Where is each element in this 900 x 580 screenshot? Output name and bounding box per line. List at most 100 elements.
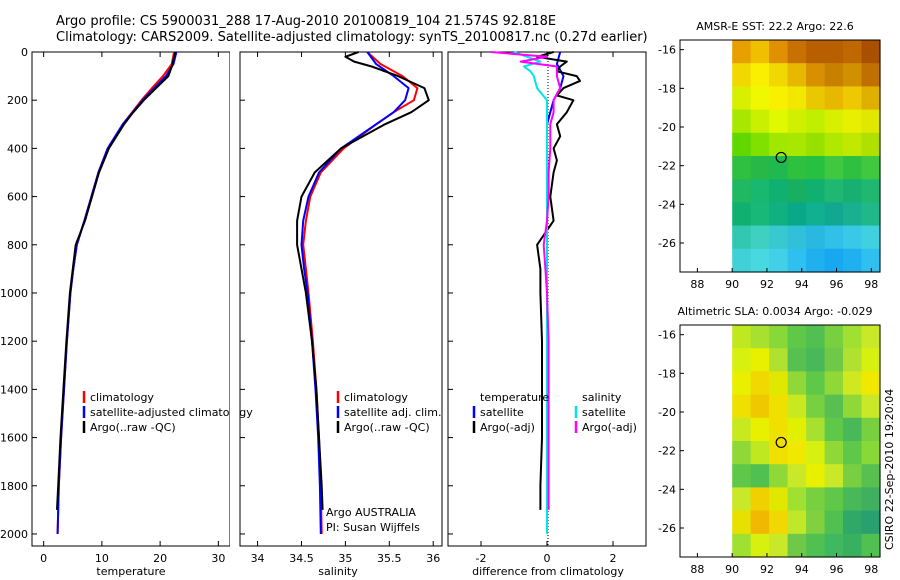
heatmap-cell xyxy=(787,371,807,396)
sla-argo-marker xyxy=(775,436,787,449)
temperature-panel: 0 200 400 600 800 1000 1200 1400 1600 1800 2000 0 1… xyxy=(0,46,253,578)
heatmap-cell xyxy=(806,40,826,64)
heatmap-cell xyxy=(843,394,863,419)
series-line-salinity-argo-adj- xyxy=(490,51,562,510)
heatmap-cell xyxy=(843,533,863,558)
salinity-xlabel: salinity xyxy=(318,565,358,578)
heatmap-cell xyxy=(806,248,826,273)
salinity-lines xyxy=(296,51,430,535)
heatmap-cell xyxy=(732,325,752,349)
y-tick-label: 400 xyxy=(7,142,28,155)
heatmap-cell xyxy=(769,394,789,419)
sst-argo-marker xyxy=(775,151,787,164)
heatmap-cell xyxy=(787,109,807,134)
heatmap-cell xyxy=(769,487,789,512)
x-tick-label: 30 xyxy=(211,552,225,565)
heatmap-cell xyxy=(787,487,807,512)
heatmap-cell xyxy=(787,510,807,535)
heatmap-cell xyxy=(750,179,770,203)
heatmap-cell xyxy=(787,394,807,419)
y-tick-label: -16 xyxy=(658,44,676,57)
heatmap-cell xyxy=(787,348,807,372)
x-tick-label: 90 xyxy=(725,563,739,576)
y-tick-label: -22 xyxy=(658,445,676,458)
heatmap-cell xyxy=(824,510,844,535)
heatmap-cell xyxy=(806,225,826,250)
heatmap-cell xyxy=(824,86,844,111)
heatmap-cell xyxy=(787,40,807,64)
heatmap-cell xyxy=(843,156,863,180)
heatmap-cell xyxy=(806,109,826,134)
heatmap-cell xyxy=(843,417,863,442)
y-tick-label: 600 xyxy=(7,191,28,204)
heatmap-cell xyxy=(732,487,752,512)
sla-map-y-ticks: -16 -18 -20 -22 -24 -26 xyxy=(658,329,684,535)
legend-title-salinity: salinity xyxy=(582,391,622,404)
heatmap-cell xyxy=(787,441,807,465)
heatmap-cell xyxy=(861,63,881,87)
x-tick-label: 36 xyxy=(426,552,440,565)
heatmap-cell xyxy=(824,132,844,157)
heatmap-cell xyxy=(787,179,807,203)
x-tick-label: 96 xyxy=(830,563,844,576)
heatmap-cell xyxy=(787,86,807,111)
heatmap-cell xyxy=(806,417,826,442)
heatmap-cell xyxy=(861,417,881,442)
heatmap-cell xyxy=(824,179,844,203)
heatmap-cell xyxy=(769,325,789,349)
heatmap-cell xyxy=(750,464,770,488)
heatmap-cell xyxy=(806,202,826,227)
temperature-xlabel: temperature xyxy=(96,565,165,578)
heatmap-cell xyxy=(806,533,826,558)
sst-map-x-ticks: 88 90 92 94 96 98 xyxy=(690,268,878,291)
x-tick-label: 34 xyxy=(251,552,265,565)
x-tick-label: 90 xyxy=(725,278,739,291)
y-tick-label: -16 xyxy=(658,329,676,342)
difference-xlabel: difference from climatology xyxy=(472,565,624,578)
y-tick-label: -24 xyxy=(658,198,676,211)
heatmap-cell xyxy=(769,248,789,273)
heatmap-cell xyxy=(787,156,807,180)
heatmap-cell xyxy=(769,533,789,558)
heatmap-cell xyxy=(861,132,881,157)
heatmap-cell xyxy=(824,40,844,64)
heatmap-cell xyxy=(806,348,826,372)
heatmap-cell xyxy=(806,464,826,488)
heatmap-cell xyxy=(732,510,752,535)
heatmap-cell xyxy=(843,325,863,349)
heatmap-cell xyxy=(861,510,881,535)
x-tick-label: 34.5 xyxy=(289,552,314,565)
legend-label-sal-satellite: satellite xyxy=(582,406,626,419)
temperature-x-ticks: 0 10 20 30 xyxy=(40,52,225,565)
heatmap-cell xyxy=(843,487,863,512)
heatmap-cell xyxy=(750,394,770,419)
heatmap-cell xyxy=(824,533,844,558)
heatmap-cell xyxy=(824,441,844,465)
y-tick-label: 1200 xyxy=(0,335,28,348)
heatmap-cell xyxy=(824,225,844,250)
heatmap-cell xyxy=(843,86,863,111)
series-line-temperature-argo-adj- xyxy=(536,51,581,510)
legend-label-argo: Argo(..raw -QC) xyxy=(344,421,430,434)
difference-panel: -2 0 2 difference from climatology tempera… xyxy=(447,51,647,578)
heatmap-cell xyxy=(787,132,807,157)
series-line-argo-raw-qc- xyxy=(296,51,430,510)
x-tick-label: 0 xyxy=(544,552,551,565)
heatmap-cell xyxy=(824,248,844,273)
x-tick-label: 35.5 xyxy=(377,552,402,565)
y-tick-label: 0 xyxy=(21,46,28,59)
argo-position-marker xyxy=(775,151,787,164)
heatmap-cell xyxy=(824,348,844,372)
heatmap-cell xyxy=(787,225,807,250)
heatmap-cell xyxy=(861,348,881,372)
temperature-y-ticks: 0 200 400 600 800 1000 1200 1400 1600 1800 2000 xyxy=(0,46,37,541)
y-tick-label: -22 xyxy=(658,160,676,173)
salinity-annotation-line2: PI: Susan Wijffels xyxy=(326,521,420,534)
heatmap-cell xyxy=(732,248,752,273)
heatmap-cell xyxy=(750,487,770,512)
heatmap-cell xyxy=(843,109,863,134)
heatmap-cell xyxy=(861,441,881,465)
heatmap-cell xyxy=(769,86,789,111)
heatmap-cell xyxy=(861,225,881,250)
x-tick-label: 88 xyxy=(690,563,704,576)
